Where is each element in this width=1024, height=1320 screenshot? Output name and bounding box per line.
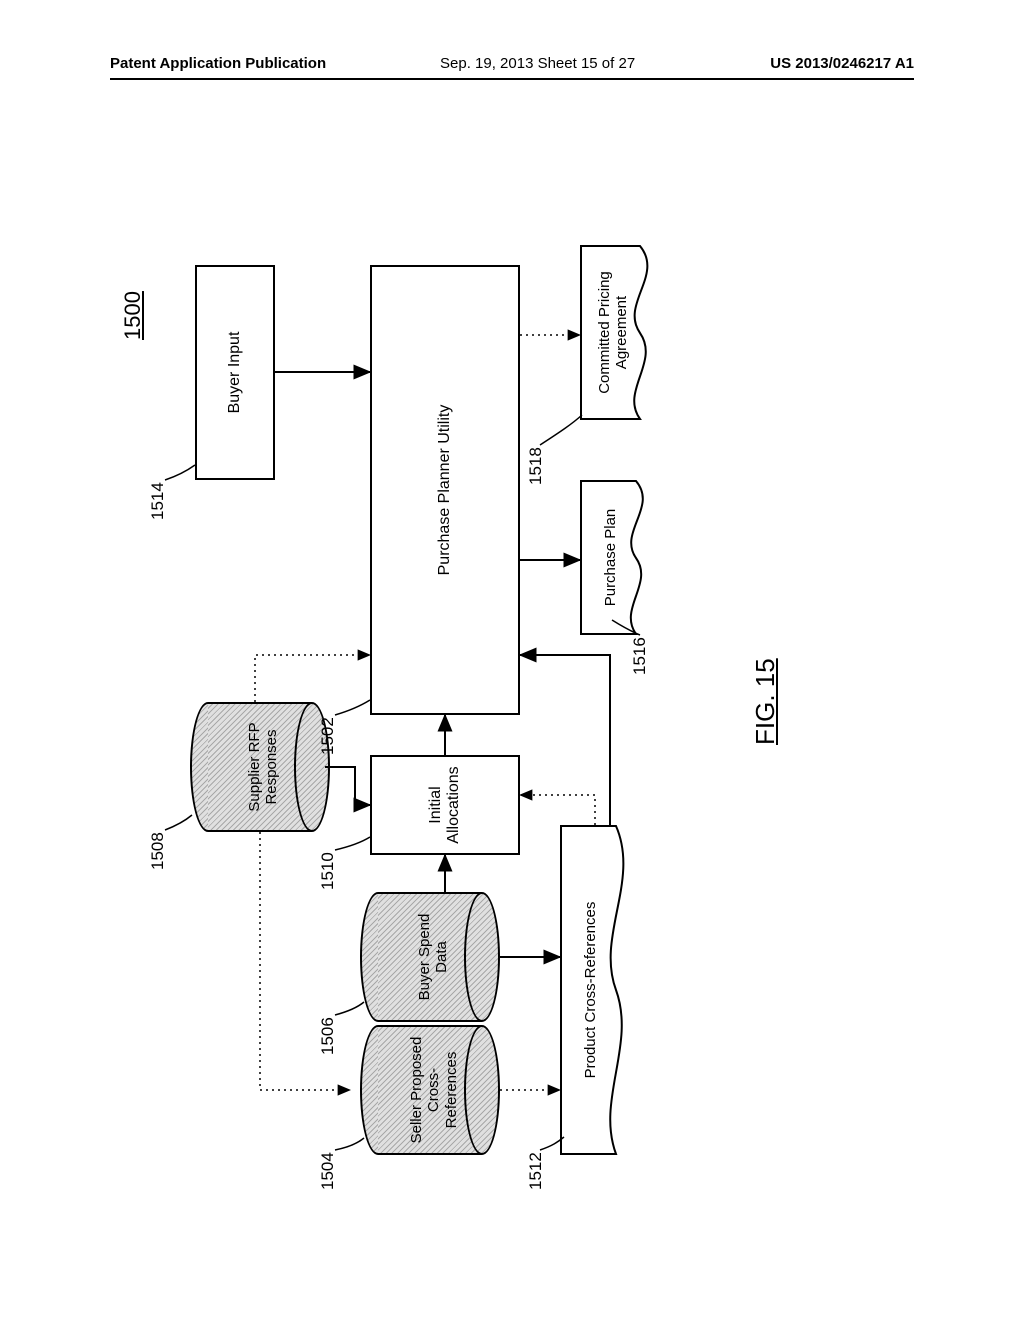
ref-1506: 1506 — [318, 1017, 338, 1055]
leader-1502 — [335, 700, 370, 715]
leader-1508 — [165, 815, 192, 830]
leader-1506 — [335, 1002, 364, 1015]
leader-1510 — [335, 837, 370, 850]
ref-1502: 1502 — [318, 717, 338, 755]
ref-1510: 1510 — [318, 852, 338, 890]
node-seller-xref-label: Seller Proposed Cross- References — [408, 1025, 460, 1155]
ref-1504: 1504 — [318, 1152, 338, 1190]
ref-1518: 1518 — [526, 447, 546, 485]
node-buyer-spend-label: Buyer Spend Data — [416, 892, 451, 1022]
edge-rfp-ppu — [255, 655, 370, 702]
header-right: US 2013/0246217 A1 — [770, 55, 914, 72]
edges-layer — [110, 170, 914, 1210]
ref-1514: 1514 — [148, 482, 168, 520]
node-supplier-rfp-label: Supplier RFP Responses — [246, 702, 281, 832]
leader-1514 — [165, 465, 195, 480]
header-mid: Sep. 19, 2013 Sheet 15 of 27 — [440, 55, 635, 72]
edge-productxref-ppu — [520, 655, 610, 825]
figure-inner: 1500 FIG. 15 Buyer Input Purchase Planne… — [110, 170, 914, 1210]
ref-1512: 1512 — [526, 1152, 546, 1190]
header-rule — [110, 78, 914, 80]
header-left: Patent Application Publication — [110, 55, 326, 72]
leader-1504 — [335, 1138, 364, 1150]
leader-1518 — [540, 415, 582, 445]
leader-1512 — [540, 1137, 564, 1150]
ref-1508: 1508 — [148, 832, 168, 870]
figure-canvas: 1500 FIG. 15 Buyer Input Purchase Planne… — [110, 170, 914, 1210]
edge-productxref-initial — [520, 795, 595, 825]
ref-1516: 1516 — [630, 637, 650, 675]
edge-rfp-initial — [325, 767, 370, 805]
leader-1516 — [612, 620, 640, 635]
